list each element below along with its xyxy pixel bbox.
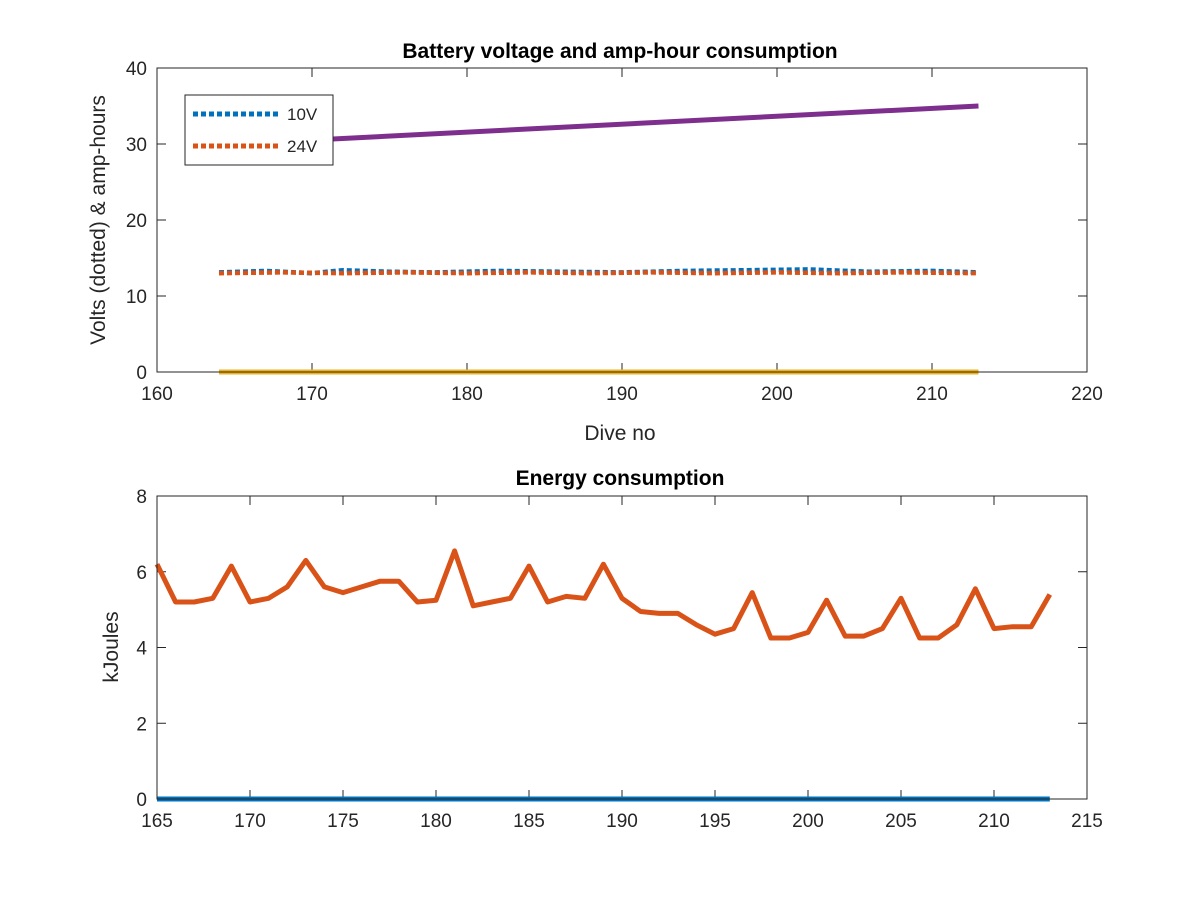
battery-x-tick-label: 160 (141, 384, 173, 405)
energy-x-tick-label: 210 (978, 811, 1010, 832)
legend-box (184, 94, 334, 166)
battery-y-axis-label: Volts (dotted) & amp-hours (87, 95, 110, 345)
battery-x-tick-label: 210 (916, 384, 948, 405)
energy-y-tick-label: 6 (136, 563, 147, 584)
energy-x-tick-label: 175 (327, 811, 359, 832)
battery-x-tick-label: 220 (1071, 384, 1103, 405)
energy-y-axis-label: kJoules (100, 611, 123, 682)
energy-x-tick-label: 180 (420, 811, 452, 832)
energy-consumption-axes: Energy consumption kJoules 165 170 175 180 1… (100, 467, 1103, 832)
battery-x-axis-label: Dive no (584, 422, 655, 445)
energy-x-tick-label: 195 (699, 811, 731, 832)
energy-y-tick-label: 8 (136, 487, 147, 508)
energy-x-tick-label: 185 (513, 811, 545, 832)
energy-x-tick-label: 165 (141, 811, 173, 832)
energy-series-line-2 (154, 548, 1052, 641)
battery-x-tick-label: 190 (606, 384, 638, 405)
battery-series-line-4 (234, 103, 979, 147)
energy-y-tick-label: 2 (136, 714, 147, 735)
battery-legend: 10V 24V (184, 94, 334, 166)
energy-axis-ticks: 165 170 175 180 185 190 195 200 205 210 215 0 2 4 6 8 (136, 487, 1102, 832)
battery-y-tick-label: 0 (136, 363, 147, 384)
energy-x-tick-label: 215 (1071, 811, 1103, 832)
legend-label-24v: 24V (287, 137, 318, 156)
battery-chart-title: Battery voltage and amp-hour consumption (402, 40, 837, 63)
battery-y-tick-label: 40 (126, 59, 147, 80)
energy-y-tick-label: 4 (136, 639, 147, 660)
battery-y-tick-label: 30 (126, 135, 147, 156)
battery-series-line-24v (218, 270, 979, 276)
battery-x-tick-label: 200 (761, 384, 793, 405)
energy-plot-box (156, 495, 1088, 800)
energy-chart-title: Energy consumption (516, 467, 725, 490)
energy-y-tick-label: 0 (136, 790, 147, 811)
battery-x-tick-label: 170 (296, 384, 328, 405)
battery-y-tick-label: 10 (126, 287, 147, 308)
battery-x-tick-label: 180 (451, 384, 483, 405)
energy-x-tick-label: 200 (792, 811, 824, 832)
battery-voltage-axes: Battery voltage and amp-hour consumption… (87, 40, 1103, 445)
energy-x-tick-label: 205 (885, 811, 917, 832)
battery-axis-ticks: 160 170 180 190 200 210 220 0 10 20 30 40 (126, 59, 1103, 405)
battery-y-tick-label: 20 (126, 211, 147, 232)
battery-plot-box (156, 67, 1088, 373)
energy-x-tick-label: 190 (606, 811, 638, 832)
energy-x-tick-label: 170 (234, 811, 266, 832)
legend-label-10v: 10V (287, 105, 318, 124)
